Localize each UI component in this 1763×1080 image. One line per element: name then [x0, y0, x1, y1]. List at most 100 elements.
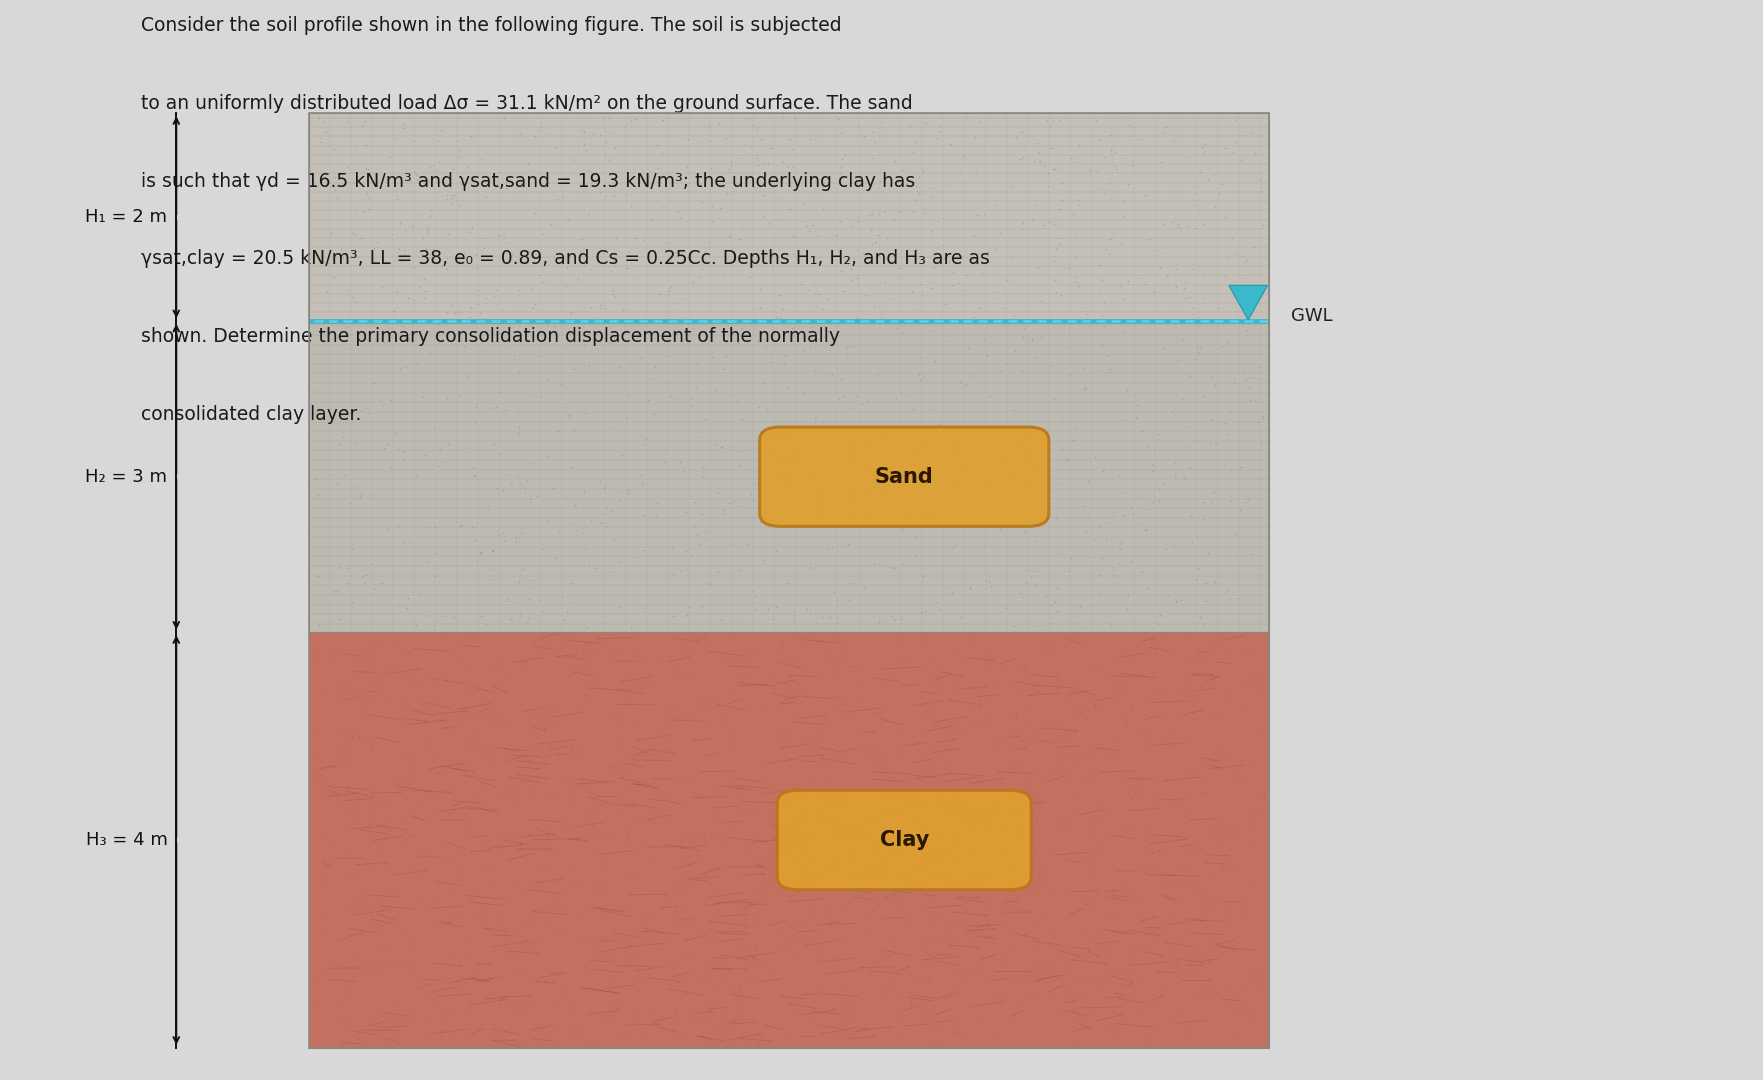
Polygon shape — [1229, 285, 1268, 320]
Point — [1105, 963, 1134, 981]
Point — [827, 124, 855, 141]
Point — [554, 406, 582, 423]
Point — [1158, 132, 1186, 149]
Point — [633, 922, 661, 940]
Point — [728, 805, 756, 822]
Point — [1236, 368, 1264, 386]
Point — [991, 815, 1019, 833]
Point — [836, 337, 864, 354]
Point — [1144, 424, 1172, 442]
Point — [1190, 145, 1218, 162]
Point — [1167, 876, 1195, 893]
Point — [1181, 184, 1209, 201]
Point — [592, 1007, 621, 1024]
Point — [1211, 643, 1239, 660]
Point — [1190, 785, 1218, 802]
Point — [947, 164, 975, 181]
Point — [748, 701, 776, 718]
Point — [876, 847, 904, 864]
Point — [672, 972, 700, 989]
Point — [301, 470, 330, 487]
Point — [1162, 593, 1190, 610]
Point — [1238, 875, 1266, 892]
Point — [1134, 732, 1162, 750]
Point — [455, 684, 483, 701]
Point — [950, 926, 978, 943]
Point — [485, 446, 513, 463]
Point — [894, 145, 922, 162]
Point — [1093, 346, 1121, 363]
Point — [642, 495, 670, 512]
Point — [305, 770, 333, 787]
Point — [860, 832, 889, 849]
Point — [1155, 588, 1183, 605]
Point — [1023, 875, 1051, 892]
Point — [1224, 933, 1252, 950]
Point — [926, 415, 954, 432]
Point — [536, 125, 564, 143]
Point — [1044, 743, 1072, 760]
Point — [393, 289, 421, 307]
Point — [675, 540, 703, 557]
Point — [376, 659, 404, 676]
Point — [954, 918, 982, 935]
Point — [666, 562, 695, 579]
Point — [1019, 330, 1047, 348]
Point — [1169, 686, 1197, 703]
Point — [629, 232, 658, 249]
Point — [1104, 468, 1132, 485]
Point — [599, 257, 628, 274]
Point — [725, 978, 753, 996]
Point — [698, 810, 726, 827]
Point — [806, 497, 834, 514]
Point — [575, 556, 603, 573]
Point — [474, 845, 502, 862]
Point — [541, 138, 569, 156]
Point — [312, 123, 340, 140]
Point — [446, 954, 474, 971]
Point — [495, 946, 524, 963]
Point — [488, 912, 517, 929]
Point — [735, 269, 763, 286]
Point — [432, 190, 460, 207]
Point — [569, 124, 598, 141]
Point — [744, 910, 772, 928]
Point — [691, 410, 719, 428]
Point — [414, 224, 443, 241]
Point — [338, 728, 367, 745]
Point — [552, 338, 580, 355]
Point — [714, 495, 742, 512]
Point — [1181, 351, 1209, 368]
Point — [991, 299, 1019, 316]
Point — [338, 540, 367, 557]
Point — [656, 388, 684, 405]
Point — [555, 874, 584, 891]
Point — [1181, 872, 1209, 889]
Point — [663, 323, 691, 340]
Point — [843, 270, 871, 287]
Point — [1188, 289, 1216, 307]
Point — [887, 467, 915, 484]
Point — [402, 617, 430, 634]
Point — [1231, 126, 1259, 144]
Point — [416, 207, 444, 225]
Point — [400, 781, 428, 798]
Point — [446, 872, 474, 889]
Point — [388, 694, 416, 712]
Point — [587, 616, 615, 633]
Point — [585, 472, 614, 489]
Point — [1082, 973, 1111, 990]
Point — [769, 153, 797, 171]
Point — [1074, 509, 1102, 526]
Point — [589, 364, 617, 381]
Point — [1127, 856, 1155, 874]
Point — [1128, 564, 1157, 581]
Point — [1188, 784, 1216, 801]
Point — [1003, 807, 1031, 824]
Point — [952, 376, 980, 393]
Point — [986, 985, 1014, 1002]
Point — [834, 1007, 862, 1024]
Point — [829, 897, 857, 915]
Point — [428, 257, 457, 274]
Point — [643, 160, 672, 177]
